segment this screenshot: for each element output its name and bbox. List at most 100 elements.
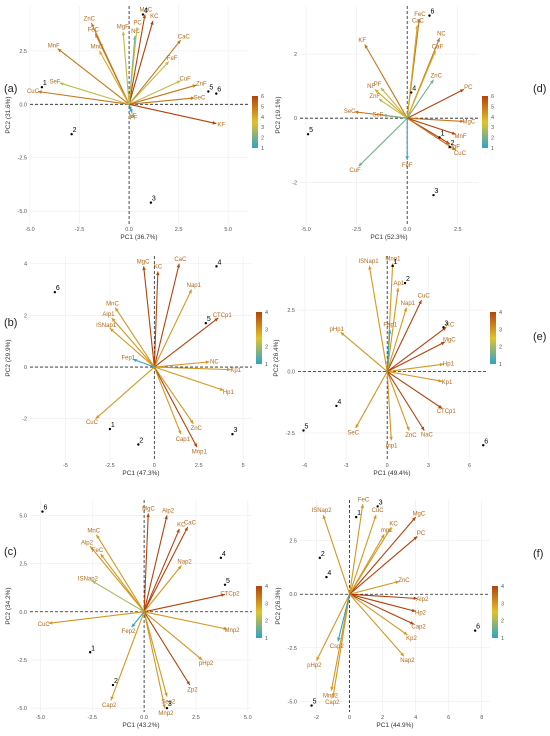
loading-arrowhead (405, 156, 409, 160)
loading-arrowhead (411, 608, 416, 613)
loading-arrowhead (330, 686, 334, 691)
observation-point (428, 14, 431, 17)
loading-label: Mnp1 (192, 450, 208, 456)
observation-point (165, 706, 169, 710)
loading-arrowhead (340, 332, 345, 336)
loading-arrowhead (176, 80, 181, 84)
biplot-panel: (f) -2 0 2 4 6 8 -5.0 -2.5 0.0 2.5 PC1 (44.9%) PC2 (… (275, 497, 543, 729)
loading-arrowhead (131, 623, 136, 628)
observation-point (215, 265, 218, 268)
loading-label: KC (389, 522, 398, 528)
y-tick-label: 0.0 (19, 102, 27, 108)
observation-label: 5 (207, 316, 211, 323)
observation-label: 2 (406, 276, 410, 283)
observation-label: 6 (56, 285, 60, 292)
loading-label: Kp1 (230, 368, 241, 374)
loading-label: MgF (117, 25, 129, 31)
loading-label: CuC (38, 622, 51, 628)
x-axis-title: PC1 (36.7%) (120, 234, 157, 241)
loading-arrow (386, 326, 447, 372)
observation-label: 2 (114, 678, 118, 685)
x-axis-title: PC1 (47.3%) (122, 470, 159, 477)
loading-arrowhead (382, 113, 387, 118)
loading-arrowhead (387, 329, 392, 334)
observation-point (442, 326, 445, 329)
loading-arrowhead (212, 121, 217, 125)
loading-arrow (349, 514, 377, 595)
observation-label: 4 (144, 8, 148, 15)
loading-label: ISNap1 (96, 323, 117, 329)
loading-arrowhead (403, 631, 408, 635)
loading-arrow (349, 593, 415, 625)
loading-label: ZnC (191, 426, 203, 432)
loading-label: CaC (178, 34, 191, 40)
observation-point (376, 505, 379, 508)
loading-arrowhead (99, 50, 103, 55)
loading-arrow (406, 50, 437, 119)
observation-label: 6 (43, 505, 47, 512)
loading-arrow (386, 371, 443, 409)
observation-label: 5 (209, 84, 213, 91)
x-tick-label: 0 (348, 715, 351, 721)
loading-arrow (387, 370, 443, 382)
loading-arrow (407, 117, 464, 122)
loading-label: CuC (86, 420, 99, 426)
loading-arrow (128, 103, 217, 125)
loading-label: Alp2 (162, 509, 175, 515)
loading-arrowhead (354, 110, 359, 114)
legend-tick-label: 6 (491, 94, 494, 100)
loading-label: FeC (88, 27, 100, 33)
loading-arrow (349, 516, 417, 595)
loading-arrow (406, 25, 418, 119)
observation-label: 4 (412, 86, 416, 93)
observation-label: 6 (476, 624, 480, 631)
legend-tick-label: 6 (261, 94, 264, 100)
legend-tick-label: 4 (261, 115, 264, 121)
loading-arrow (128, 61, 170, 105)
loading-arrowhead (177, 40, 181, 45)
observation-point (88, 651, 92, 654)
y-tick-label: 0 (24, 365, 27, 371)
legend-tick-label: 3 (501, 601, 504, 607)
observation-point (70, 133, 73, 136)
observation-label: 1 (111, 422, 115, 429)
legend-tick-label: 4 (491, 115, 494, 121)
loading-label: CuF (179, 77, 191, 83)
color-legend-bar (256, 312, 262, 364)
loading-arrowhead (413, 596, 418, 601)
loading-arrow (349, 593, 405, 657)
loading-arrow (57, 48, 130, 105)
loading-arrow (143, 513, 149, 612)
loading-arrowhead (373, 514, 377, 519)
observation-point (391, 264, 394, 268)
loading-arrow (406, 88, 465, 119)
x-axis-title: PC1 (43.2%) (122, 722, 159, 729)
loading-label: Mnp2 (323, 693, 339, 699)
observation-point (306, 133, 310, 136)
biplot-panel: (d) -5.0 -2.5 0.0 2.5 -2 0 2 PC1 (52.3%) PC2 (19.… (275, 6, 546, 241)
loading-arrowhead (100, 553, 105, 558)
loading-arrow (111, 317, 155, 368)
loading-arrow (332, 594, 351, 698)
biplot-panel: (b) -5 -2.5 0 2.5 5 -2 0 2 4 PC1 (47.3%) PC2 (29.9%… (4, 256, 268, 477)
legend-tick-label: 1 (499, 362, 502, 368)
loading-label: CaC (412, 18, 425, 24)
loading-arrowhead (91, 23, 95, 28)
loading-arrowhead (316, 656, 320, 661)
loading-label: MgC (443, 338, 456, 344)
observation-point (141, 13, 145, 16)
loading-label: FeC (358, 497, 370, 503)
loading-arrowhead (417, 18, 421, 23)
loading-arrow (109, 327, 155, 368)
panel-letter: (c) (4, 546, 17, 558)
loading-label: KC (154, 264, 163, 270)
loading-label: PC (417, 531, 426, 537)
loading-arrowhead (451, 131, 456, 135)
loading-label: PC (133, 20, 142, 26)
x-tick-label: 8 (480, 715, 483, 721)
loading-label: KF (358, 38, 366, 44)
loading-label: Fep1 (383, 323, 397, 329)
loading-arrowhead (90, 546, 94, 551)
x-tick-label: -3 (344, 463, 349, 469)
loading-arrowhead (438, 379, 443, 383)
